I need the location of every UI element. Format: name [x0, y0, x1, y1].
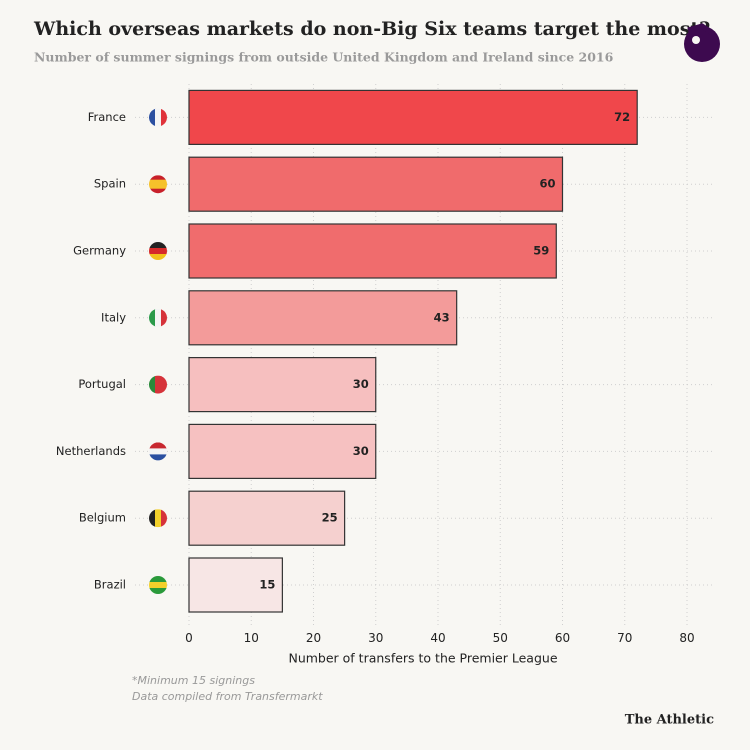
- value-label: 30: [353, 377, 369, 391]
- note: *Minimum 15 signings: [132, 674, 255, 687]
- value-label: 43: [434, 310, 450, 324]
- flag-stripe: [149, 588, 167, 594]
- flag-stripe: [149, 454, 167, 461]
- flag-stripe: [155, 509, 162, 528]
- flag-stripe: [155, 308, 162, 327]
- flag-icon: [149, 375, 167, 394]
- flag-icon: [149, 509, 167, 528]
- value-label: 59: [533, 244, 549, 258]
- x-axis-title: Number of transfers to the Premier Leagu…: [288, 651, 557, 666]
- flag-icon: [149, 308, 167, 327]
- bar: [188, 357, 377, 413]
- chart-title: Which overseas markets do non-Big Six te…: [33, 18, 710, 40]
- x-tick-label: 30: [368, 631, 383, 645]
- league-logo: [684, 23, 720, 62]
- flag-stripe: [149, 254, 167, 260]
- flag-icon: [149, 175, 167, 194]
- flag-stripe: [155, 375, 162, 394]
- flag-stripe: [149, 242, 167, 249]
- flag-stripe: [149, 308, 156, 327]
- flag-stripe: [161, 108, 167, 127]
- bar: [188, 89, 638, 146]
- y-tick-label: Netherlands: [56, 444, 126, 458]
- value-label: 25: [322, 511, 338, 525]
- flag-stripe: [149, 188, 167, 194]
- credit: The Athletic: [625, 713, 714, 728]
- flag-icon: [149, 108, 167, 127]
- flag-stripe: [149, 375, 156, 394]
- x-tick-label: 10: [244, 631, 259, 645]
- flag-stripe: [149, 448, 167, 455]
- flag-icon: [149, 442, 167, 461]
- y-tick-label: Brazil: [94, 578, 126, 592]
- flag-stripe: [149, 582, 167, 589]
- bar: [188, 290, 458, 346]
- bar: [188, 490, 346, 546]
- flag-stripe: [149, 576, 167, 583]
- x-tick-label: 20: [306, 631, 321, 645]
- flag-stripe: [161, 509, 167, 528]
- value-label: 72: [614, 110, 630, 124]
- y-tick-label: Belgium: [79, 511, 126, 525]
- y-tick-label: France: [88, 110, 126, 124]
- flag-stripe: [149, 184, 167, 190]
- bar: [188, 423, 377, 479]
- bar: [188, 557, 283, 613]
- flag-stripe: [149, 175, 167, 181]
- y-tick-label: Portugal: [78, 377, 126, 391]
- note: Data compiled from Transfermarkt: [132, 690, 323, 703]
- x-tick-label: 70: [617, 631, 632, 645]
- flag-stripe: [149, 509, 156, 528]
- flag-icon: [149, 242, 167, 260]
- y-tick-label: Spain: [94, 177, 126, 191]
- flag-stripe: [161, 308, 167, 327]
- flag-stripe: [149, 442, 167, 449]
- y-tick-label: Italy: [101, 310, 126, 324]
- x-tick-label: 40: [430, 631, 445, 645]
- x-tick-label: 60: [555, 631, 570, 645]
- x-tick-label: 50: [493, 631, 508, 645]
- flag-stripe: [149, 179, 167, 185]
- flag-stripe: [155, 108, 162, 127]
- chart-subtitle: Number of summer signings from outside U…: [34, 50, 614, 65]
- x-tick-label: 0: [185, 631, 193, 645]
- bar: [188, 156, 564, 212]
- value-label: 15: [259, 578, 275, 592]
- x-tick-label: 80: [679, 631, 694, 645]
- flag-stripe: [149, 108, 156, 127]
- value-label: 30: [353, 444, 369, 458]
- value-label: 60: [539, 177, 555, 191]
- y-tick-label: Germany: [73, 244, 126, 258]
- flag-stripe: [161, 375, 167, 394]
- bar: [188, 223, 557, 279]
- flag-icon: [149, 576, 167, 594]
- flag-stripe: [149, 248, 167, 255]
